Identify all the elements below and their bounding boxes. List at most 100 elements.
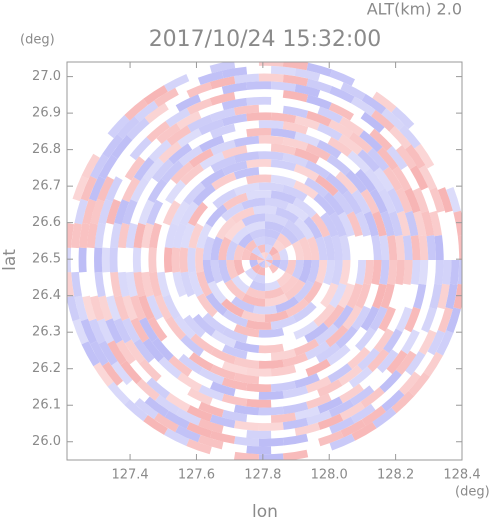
echo-cell xyxy=(158,141,182,164)
echo-cell xyxy=(381,389,405,412)
echo-cell xyxy=(258,62,284,67)
echo-cell xyxy=(221,409,248,423)
echo-cell xyxy=(106,295,121,321)
echo-cell xyxy=(412,187,429,213)
echo-cell xyxy=(361,405,387,427)
echo-cell xyxy=(234,73,259,84)
echo-cell xyxy=(402,235,413,260)
echo-cell xyxy=(342,305,363,330)
echo-cell xyxy=(282,137,309,151)
echo-cell xyxy=(293,180,319,200)
echo-cell xyxy=(134,100,159,122)
echo-cell xyxy=(257,244,265,254)
echo-cell xyxy=(163,247,173,273)
echo-cell xyxy=(338,283,355,309)
echo-cell xyxy=(265,197,289,210)
echo-cell xyxy=(209,62,236,74)
echo-cell xyxy=(395,260,405,285)
echo-cell xyxy=(278,260,289,272)
echo-cell xyxy=(270,174,297,188)
echo-cell xyxy=(410,235,421,260)
echo-cell xyxy=(117,222,130,249)
echo-cell xyxy=(315,260,328,284)
echo-cell xyxy=(233,182,260,196)
echo-cell xyxy=(410,260,421,285)
echo-cell xyxy=(378,306,396,332)
y-tick-label: 26.0 xyxy=(32,434,61,449)
echo-cell xyxy=(210,381,236,397)
echo-cell xyxy=(304,177,329,198)
chart-title: 2017/10/24 15:32:00 xyxy=(149,27,382,52)
echo-cell xyxy=(120,360,142,385)
echo-cell xyxy=(146,377,171,399)
echo-cell xyxy=(151,158,174,183)
echo-cell xyxy=(380,283,395,310)
echo-cell xyxy=(258,260,265,267)
echo-cell xyxy=(350,403,376,424)
echo-cell xyxy=(175,408,201,426)
echo-cell xyxy=(122,199,138,225)
echo-cell xyxy=(361,93,387,115)
echo-cell xyxy=(198,418,224,434)
echo-cell xyxy=(265,253,272,260)
echo-cell xyxy=(258,253,265,260)
echo-cell xyxy=(67,223,75,248)
echo-cell xyxy=(372,407,397,429)
echo-cell xyxy=(164,428,190,446)
echo-cell xyxy=(94,222,106,249)
echo-cell xyxy=(221,145,248,159)
y-label: lat xyxy=(0,249,20,271)
echo-cell xyxy=(186,438,212,455)
echo-cell xyxy=(350,385,375,406)
echo-cell xyxy=(387,188,405,214)
echo-cell xyxy=(317,396,343,414)
echo-cell xyxy=(74,198,88,225)
echo-cell xyxy=(333,190,354,216)
echo-cell xyxy=(442,260,452,285)
echo-cell xyxy=(205,292,228,316)
echo-cell xyxy=(221,361,248,375)
echo-cell xyxy=(246,127,272,137)
echo-cell xyxy=(207,280,227,304)
x-tick-label: 128.0 xyxy=(311,468,348,483)
echo-cell xyxy=(111,134,133,159)
echo-cell xyxy=(139,317,159,343)
echo-cell xyxy=(168,355,193,377)
echo-cell xyxy=(245,221,265,234)
echo-cell xyxy=(233,324,260,338)
echo-cell xyxy=(142,338,164,363)
echo-cell xyxy=(398,124,421,149)
echo-cell xyxy=(222,327,248,344)
echo-cell xyxy=(210,155,236,173)
echo-cell xyxy=(282,152,309,168)
echo-cell xyxy=(271,81,296,92)
echo-cell xyxy=(258,151,284,161)
echo-cell xyxy=(224,279,246,301)
echo-cell xyxy=(209,430,236,444)
echo-cell xyxy=(327,136,353,157)
echo-cell xyxy=(446,307,461,333)
echo-cell xyxy=(114,295,130,321)
echo-cell xyxy=(249,260,259,268)
echo-cell xyxy=(209,76,236,90)
echo-cell xyxy=(429,187,445,213)
echo-cell xyxy=(320,212,339,238)
echo-cell xyxy=(97,318,115,344)
echo-cell xyxy=(306,94,332,110)
echo-cell xyxy=(258,135,284,145)
echo-cell xyxy=(241,248,252,260)
echo-cell xyxy=(258,453,284,460)
echo-cell xyxy=(158,356,182,379)
echo-cell xyxy=(124,156,146,181)
echo-cell xyxy=(271,412,297,423)
echo-cell xyxy=(317,413,344,430)
echo-cell xyxy=(143,415,168,435)
echo-cell xyxy=(405,144,426,169)
echo-cell xyxy=(326,344,351,366)
echo-cell xyxy=(298,260,312,284)
echo-cell xyxy=(457,235,462,260)
echo-cell xyxy=(372,91,397,113)
echo-cell xyxy=(270,190,297,205)
echo-cell xyxy=(340,82,366,101)
echo-cell xyxy=(310,212,331,238)
